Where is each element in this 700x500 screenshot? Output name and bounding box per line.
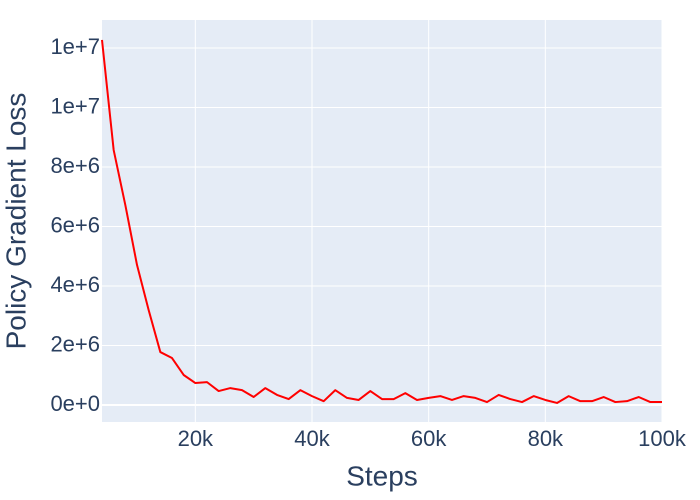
- x-axis-title: Steps: [346, 460, 418, 491]
- y-axis-title: Policy Gradient Loss: [0, 93, 31, 350]
- plot-area: [102, 20, 662, 422]
- x-tick-label: 40k: [294, 426, 330, 451]
- grid: [102, 20, 663, 422]
- x-tick-label: 60k: [411, 426, 447, 451]
- x-tick-label: 100k: [638, 426, 687, 451]
- y-tick-label: 0e+0: [50, 391, 100, 416]
- x-tick-label: 80k: [528, 426, 564, 451]
- y-tick-label: 1e+7: [50, 93, 100, 118]
- y-tick-label: 6e+6: [50, 212, 100, 237]
- y-tick-label: 8e+6: [50, 153, 100, 178]
- y-tick-label: 2e+6: [50, 331, 100, 356]
- y-tick-label: 4e+6: [50, 272, 100, 297]
- data-line: [101, 39, 662, 404]
- x-tick-label: 20k: [178, 426, 214, 451]
- y-tick-label: 1e+7: [50, 34, 100, 59]
